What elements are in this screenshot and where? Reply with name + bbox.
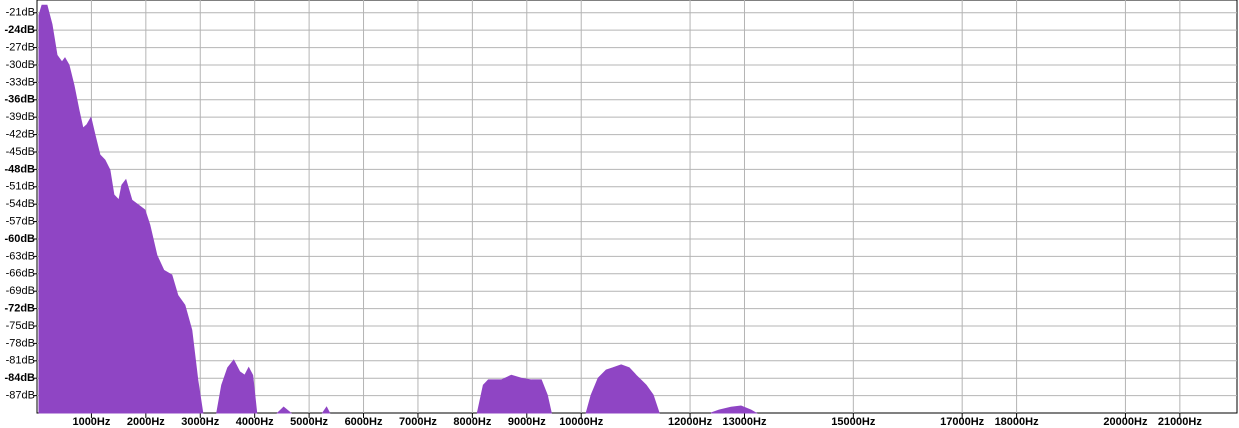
- y-tick-label: -69dB: [6, 285, 35, 297]
- x-tick-label: 9000Hz: [508, 416, 546, 428]
- y-tick-label: -21dB: [6, 7, 35, 19]
- plot-area: [36, 0, 1238, 414]
- y-tick-label: -57dB: [6, 215, 35, 227]
- y-tick-label: -30dB: [6, 59, 35, 71]
- y-tick-label: -75dB: [6, 320, 35, 332]
- y-tick-label: -33dB: [6, 76, 35, 88]
- x-tick-label: 15000Hz: [831, 416, 876, 428]
- x-tick-label: 17000Hz: [940, 416, 985, 428]
- y-tick-label: -45dB: [6, 146, 35, 158]
- y-tick-label: -39dB: [6, 111, 35, 123]
- y-tick-label: -63dB: [6, 250, 35, 262]
- x-tick-label: 10000Hz: [559, 416, 604, 428]
- x-tick-label: 3000Hz: [181, 416, 219, 428]
- y-tick-label: -51dB: [6, 181, 35, 193]
- x-tick-label: 6000Hz: [345, 416, 383, 428]
- x-tick-label: 13000Hz: [722, 416, 767, 428]
- x-tick-label: 2000Hz: [127, 416, 165, 428]
- x-tick-label: 7000Hz: [399, 416, 437, 428]
- y-tick-label: -27dB: [6, 41, 35, 53]
- x-tick-label: 12000Hz: [668, 416, 713, 428]
- y-tick-label: -36dB: [4, 94, 35, 106]
- spectrum-area: [38, 4, 758, 414]
- y-tick-label: -42dB: [6, 128, 35, 140]
- y-tick-label: -48dB: [4, 163, 35, 175]
- x-tick-label: 20000Hz: [1103, 416, 1148, 428]
- y-tick-label: -81dB: [6, 355, 35, 367]
- y-tick-label: -60dB: [4, 233, 35, 245]
- x-tick-label: 8000Hz: [453, 416, 491, 428]
- y-tick-label: -66dB: [6, 268, 35, 280]
- y-tick-label: -72dB: [4, 302, 35, 314]
- y-tick-label: -24dB: [4, 24, 35, 36]
- y-tick-label: -84dB: [4, 372, 35, 384]
- x-tick-label: 18000Hz: [995, 416, 1040, 428]
- x-tick-label: 1000Hz: [72, 416, 110, 428]
- x-tick-label: 4000Hz: [236, 416, 274, 428]
- y-tick-label: -78dB: [6, 337, 35, 349]
- x-tick-label: 21000Hz: [1158, 416, 1203, 428]
- y-tick-label: -54dB: [6, 198, 35, 210]
- x-tick-label: 5000Hz: [290, 416, 328, 428]
- y-tick-label: -87dB: [6, 390, 35, 402]
